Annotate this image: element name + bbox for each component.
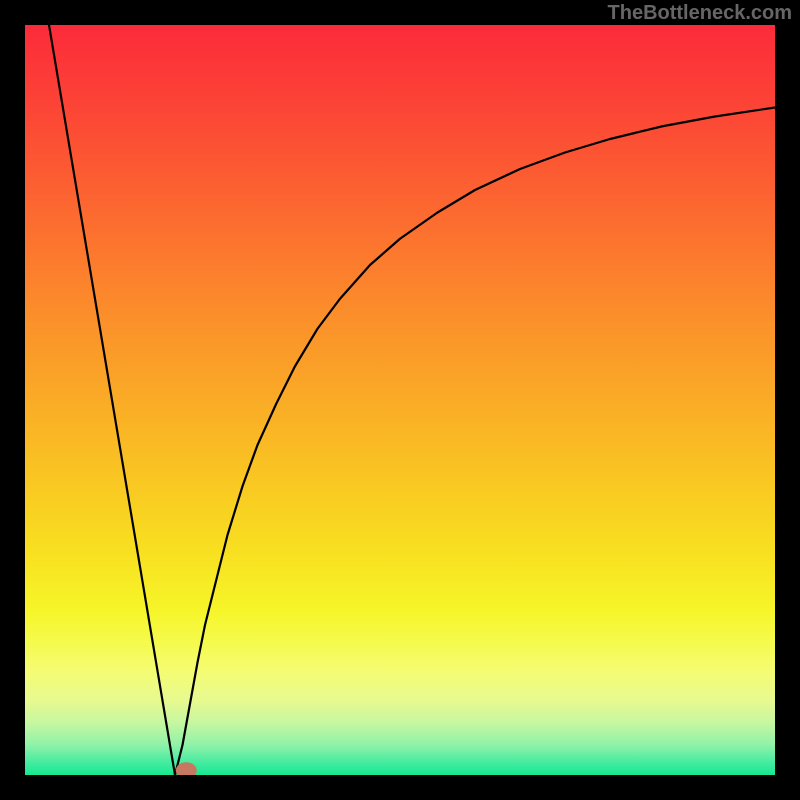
chart-svg bbox=[25, 25, 775, 775]
gradient-background bbox=[25, 25, 775, 775]
plot-area bbox=[25, 25, 775, 775]
watermark-text: TheBottleneck.com bbox=[608, 2, 792, 25]
chart-container: TheBottleneck.com bbox=[0, 0, 800, 800]
